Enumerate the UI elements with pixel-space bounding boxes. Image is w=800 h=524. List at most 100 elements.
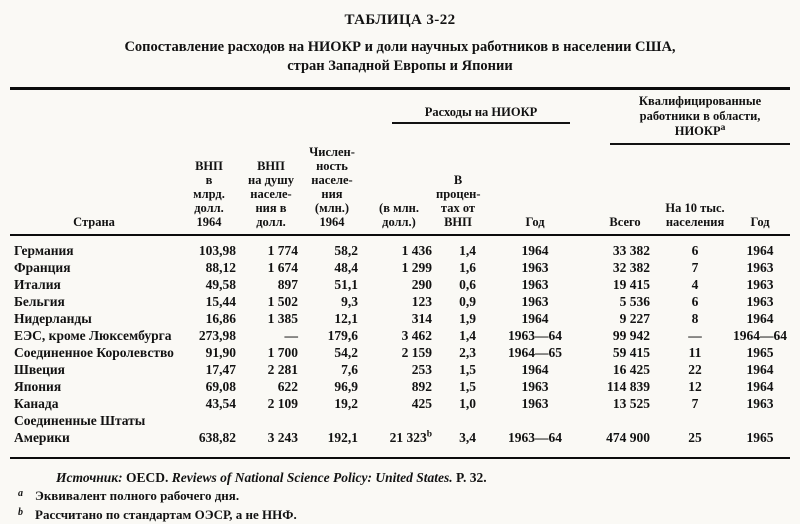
table-cell: 69,08 bbox=[205, 379, 236, 394]
table-cell: 1963—64 bbox=[508, 328, 563, 343]
table-cell: 1963 bbox=[521, 379, 549, 394]
table-cell: 1964 bbox=[746, 379, 774, 394]
table-cell bbox=[660, 412, 730, 429]
table-cell: Швеция bbox=[14, 362, 65, 377]
table-cell: 2 159 bbox=[401, 345, 432, 360]
table-cell: 12 bbox=[688, 379, 702, 394]
footnote-marker-b: b bbox=[426, 429, 432, 440]
table-cell: Соединенные Штаты bbox=[14, 413, 146, 428]
table-cell: 314 bbox=[411, 311, 432, 326]
table-cell: 6 bbox=[691, 294, 699, 309]
table-cell: 51,1 bbox=[334, 277, 358, 292]
table-cell bbox=[436, 412, 480, 429]
col-header-staff-year: Год bbox=[750, 215, 770, 229]
table-cell: 1964 bbox=[746, 311, 774, 326]
table-cell: 1964 bbox=[746, 362, 774, 377]
source-line: Источник: OECD. Reviews of National Scie… bbox=[56, 469, 790, 486]
table-cell: Бельгия bbox=[14, 294, 65, 309]
table-cell: 1963 bbox=[746, 396, 774, 411]
table-cell: Япония bbox=[14, 379, 62, 394]
table-cell bbox=[590, 412, 660, 429]
source-label: Источник: bbox=[56, 470, 123, 485]
table-cell: 1964 bbox=[521, 243, 549, 258]
table-cell: 0,6 bbox=[459, 277, 476, 292]
table-cell: 192,1 bbox=[327, 430, 358, 445]
table-cell: Италия bbox=[14, 277, 61, 292]
table-cell: 19 415 bbox=[612, 277, 651, 292]
table-row: Соединенное Королевство 91,90 1 700 54,2 2 1… bbox=[10, 344, 790, 361]
table-cell: 3 462 bbox=[401, 328, 432, 343]
table-cell: 1963 bbox=[521, 294, 549, 309]
page-subtitle: Сопоставление расходов на НИОКР и доли н… bbox=[124, 39, 676, 74]
table-cell bbox=[240, 412, 302, 429]
group-header-qualified-staff: Квалифицированные работники в области, Н… bbox=[590, 89, 791, 145]
footnote-a-marker: a bbox=[18, 487, 23, 499]
table-cell: 1964 bbox=[746, 243, 774, 258]
table-cell: ЕЭС, кроме Люксембурга bbox=[14, 328, 172, 343]
table-cell: — bbox=[688, 328, 702, 343]
table-cell: 474 900 bbox=[606, 430, 651, 445]
table-cell: 425 bbox=[411, 396, 432, 411]
table-row: ЕЭС, кроме Люксембурга 273,98 — 179,6 3 462 1… bbox=[10, 327, 790, 344]
table-cell: 1963 bbox=[746, 277, 774, 292]
table-cell: 114 839 bbox=[606, 379, 651, 394]
table-cell: 12,1 bbox=[334, 311, 358, 326]
table-cell: 58,2 bbox=[334, 243, 358, 258]
col-header-rd-mln-dollars: (в млн. долл.) bbox=[379, 201, 419, 229]
col-header-gnp-per-capita: ВНП на душу населе- ния в долл. bbox=[248, 159, 294, 229]
table-cell: 1,0 bbox=[459, 396, 476, 411]
table-cell: 9,3 bbox=[341, 294, 358, 309]
table-cell: 88,12 bbox=[205, 260, 236, 275]
footnote-b-marker: b bbox=[18, 506, 23, 518]
table-cell: 13 525 bbox=[612, 396, 651, 411]
table-cell: 16,86 bbox=[205, 311, 236, 326]
table-cell: 48,4 bbox=[334, 260, 358, 275]
table-cell: 6 bbox=[691, 243, 699, 258]
footnote-b: b Рассчитано по стандартам ОЭСР, а не ННФ… bbox=[10, 506, 790, 524]
page-title: ТАБЛИЦА 3-22 bbox=[344, 12, 456, 28]
table-cell: 1 436 bbox=[401, 243, 432, 258]
table-cell: Соединенное Королевство bbox=[14, 345, 174, 360]
table-cell bbox=[362, 412, 436, 429]
group-header-rd-expenses-label: Расходы на НИОКР bbox=[392, 105, 571, 124]
table-cell: 1963 bbox=[521, 260, 549, 275]
rd-comparison-table: Расходы на НИОКР Квалифицированные работ… bbox=[10, 87, 791, 459]
table-cell: 1,5 bbox=[459, 362, 476, 377]
source-org: OECD. bbox=[122, 470, 172, 485]
table-cell: 1964 bbox=[521, 362, 549, 377]
table-cell: 16 425 bbox=[612, 362, 651, 377]
group-header-row: Расходы на НИОКР Квалифицированные работ… bbox=[10, 89, 791, 146]
table-cell: 1 299 bbox=[401, 260, 432, 275]
col-header-population: Числен- ность населе- ния (млн.) 1964 bbox=[309, 145, 355, 229]
group-header-qualified-staff-label: Квалифицированные работники в области, Н… bbox=[610, 94, 791, 145]
table-cell: 22 bbox=[688, 362, 702, 377]
table-cell: 1,4 bbox=[459, 243, 476, 258]
table-cell: 9 227 bbox=[619, 311, 651, 326]
col-header-country: Страна bbox=[73, 215, 115, 229]
table-cell: 7 bbox=[691, 396, 699, 411]
table-cell: Америки bbox=[14, 430, 70, 445]
table-cell: 1963—64 bbox=[508, 430, 563, 445]
table-cell: 1964—65 bbox=[508, 345, 563, 360]
table-cell: 49,58 bbox=[205, 277, 236, 292]
group-header-rd-expenses: Расходы на НИОКР bbox=[362, 89, 590, 146]
table-cell: 1965 bbox=[746, 345, 774, 360]
table-row: Канада 43,54 2 109 19,2 425 1,0 1963 13 525 7 196… bbox=[10, 395, 790, 412]
table-cell: Германия bbox=[14, 243, 74, 258]
table-cell: 54,2 bbox=[334, 345, 358, 360]
col-header-staff-total: Всего bbox=[609, 215, 641, 229]
table-cell: 1,9 bbox=[459, 311, 476, 326]
table-cell: 179,6 bbox=[327, 328, 358, 343]
table-cell bbox=[480, 412, 590, 429]
table-cell: 1,5 bbox=[459, 379, 476, 394]
table-cell: 7 bbox=[691, 260, 699, 275]
table-row: Германия 103,98 1 774 58,2 1 436 1,4 1964 33 38… bbox=[10, 235, 790, 259]
table-cell: 17,47 bbox=[205, 362, 236, 377]
table-cell: 1963 bbox=[521, 396, 549, 411]
table-cell: 1,4 bbox=[459, 328, 476, 343]
table-cell: Нидерланды bbox=[14, 311, 92, 326]
table-cell: 1964 bbox=[521, 311, 549, 326]
table-cell: 892 bbox=[411, 379, 432, 394]
table-row: Япония 69,08 622 96,9 892 1,5 1963 114 839 12 196… bbox=[10, 378, 790, 395]
table-cell: 96,9 bbox=[334, 379, 358, 394]
